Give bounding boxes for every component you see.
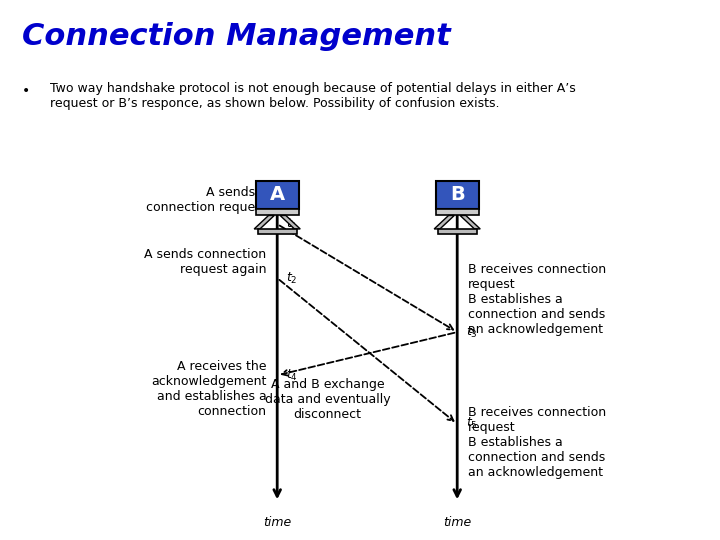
Bar bbox=[256, 209, 299, 215]
Text: B: B bbox=[450, 185, 464, 205]
Bar bbox=[438, 229, 477, 234]
Bar bbox=[436, 181, 479, 209]
Text: A and B exchange
data and eventually
disconnect: A and B exchange data and eventually dis… bbox=[265, 378, 390, 421]
Polygon shape bbox=[280, 215, 300, 229]
Text: Two way handshake protocol is not enough because of potential delays in either A: Two way handshake protocol is not enough… bbox=[50, 82, 576, 110]
Bar bbox=[256, 181, 299, 209]
Text: A sends connection
request again: A sends connection request again bbox=[144, 248, 266, 276]
Bar bbox=[258, 229, 297, 234]
Text: $t_4$: $t_4$ bbox=[286, 368, 298, 383]
Text: time: time bbox=[443, 516, 472, 529]
Text: •: • bbox=[22, 84, 30, 98]
Text: Connection Management: Connection Management bbox=[22, 22, 450, 51]
Text: A sends a
connection request: A sends a connection request bbox=[145, 186, 266, 214]
Text: A receives the
acknowledgement
and establishes a
connection: A receives the acknowledgement and estab… bbox=[151, 360, 266, 418]
Polygon shape bbox=[460, 215, 480, 229]
Polygon shape bbox=[254, 215, 274, 229]
Text: B receives connection
request
B establishes a
connection and sends
an acknowledg: B receives connection request B establis… bbox=[468, 406, 606, 480]
Text: B receives connection
request
B establishes a
connection and sends
an acknowledg: B receives connection request B establis… bbox=[468, 263, 606, 336]
Polygon shape bbox=[434, 215, 454, 229]
Text: A: A bbox=[269, 185, 285, 205]
Text: $t_2$: $t_2$ bbox=[286, 271, 297, 286]
Text: time: time bbox=[263, 516, 292, 529]
Text: $t_1$: $t_1$ bbox=[286, 217, 297, 232]
Bar bbox=[436, 209, 479, 215]
Text: $t_3$: $t_3$ bbox=[466, 325, 477, 340]
Text: $t_5$: $t_5$ bbox=[466, 416, 477, 431]
